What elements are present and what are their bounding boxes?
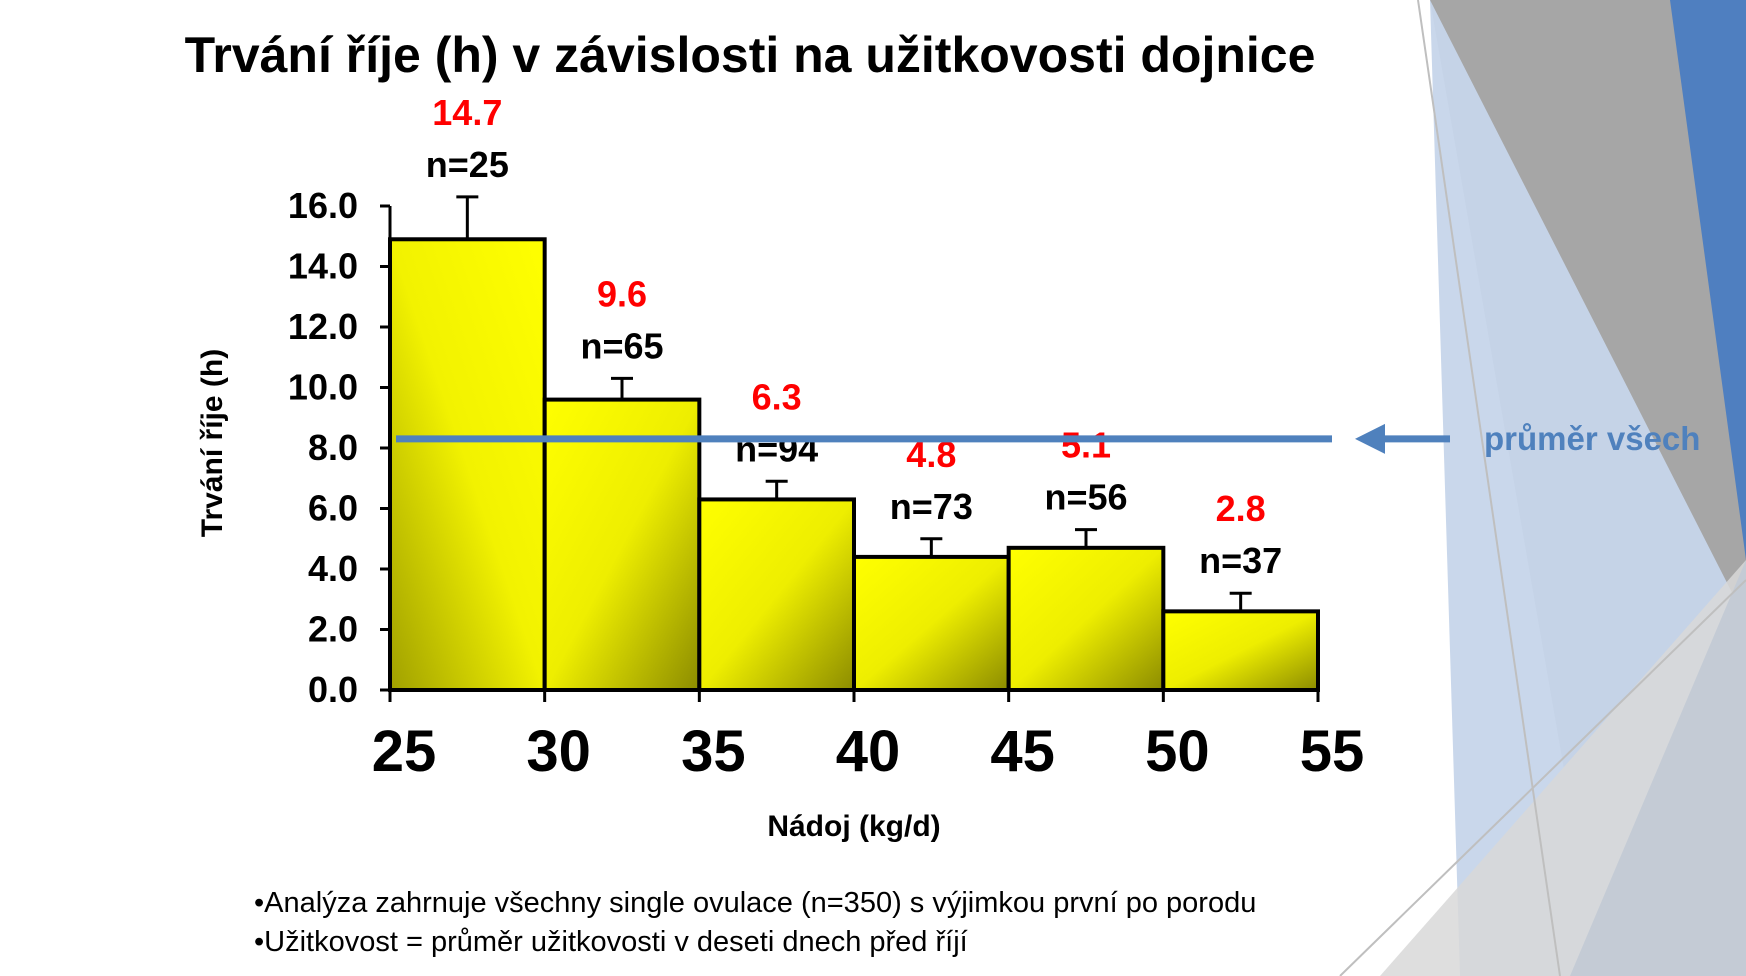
histogram-bar: [542, 397, 702, 692]
chart-title: Trvání říje (h) v závislosti na užitkovo…: [184, 27, 1316, 83]
histogram-bar: [1161, 609, 1321, 692]
footnotes: •Analýza zahrnuje všechny single ovulace…: [254, 884, 1256, 962]
deco-thin-line-1: [1417, 0, 1561, 976]
data-value-label: 6.3: [752, 376, 802, 417]
y-tick-label: 10.0: [288, 367, 358, 408]
y-tick-label: 4.0: [308, 548, 358, 589]
sample-size-label: n=56: [1044, 477, 1127, 518]
deco-lightgray-wedge: [1380, 560, 1746, 976]
y-tick-label: 2.0: [308, 609, 358, 650]
data-value-label: 5.1: [1061, 425, 1111, 466]
x-tick-label: 30: [526, 719, 591, 784]
y-tick-label: 16.0: [288, 185, 358, 226]
y-tick-label: 12.0: [288, 306, 358, 347]
x-tick-label: 50: [1145, 719, 1210, 784]
arrow-left-icon: [1355, 423, 1385, 454]
sample-size-label: n=73: [890, 486, 973, 527]
y-axis-label: Trvání říje (h): [196, 349, 229, 537]
sample-size-label: n=37: [1199, 540, 1282, 581]
histogram-bar: [852, 554, 1011, 693]
sample-size-label: n=25: [426, 144, 509, 185]
y-tick-label: 6.0: [308, 488, 358, 529]
footnote-analysis: •Analýza zahrnuje všechny single ovulace…: [254, 887, 1257, 919]
x-tick-label: 55: [1300, 719, 1365, 784]
sample-size-label: n=65: [580, 325, 663, 366]
data-value-label: 2.8: [1216, 488, 1266, 529]
x-axis-label: Nádoj (kg/d): [767, 810, 940, 843]
footnote-definition: •Užitkovost = průměr užitkovosti v deset…: [254, 926, 968, 958]
x-tick-label: 40: [836, 719, 901, 784]
x-tick-label: 45: [990, 719, 1055, 784]
mean-reference-label: průměr všech: [1484, 420, 1700, 457]
data-value-label: 9.6: [597, 273, 647, 314]
histogram-bar: [697, 497, 856, 692]
deco-thin-line-2: [1339, 579, 1746, 976]
data-value-label: 14.7: [432, 92, 502, 133]
histogram-bar: [1006, 545, 1166, 693]
histogram-bar: [388, 237, 547, 692]
y-tick-label: 0.0: [308, 669, 358, 710]
y-tick-label: 14.0: [288, 246, 358, 287]
x-tick-label: 25: [372, 719, 437, 784]
sample-size-label: n=94: [735, 428, 818, 469]
x-tick-label: 35: [681, 719, 746, 784]
y-tick-label: 8.0: [308, 427, 358, 468]
